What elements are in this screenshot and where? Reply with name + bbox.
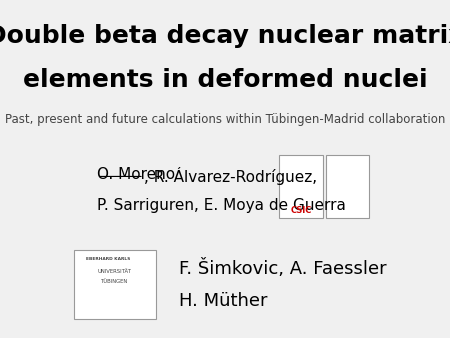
Text: F. Šimkovic, A. Faessler: F. Šimkovic, A. Faessler (179, 259, 386, 277)
Text: P. Sarriguren, E. Moya de Guerra: P. Sarriguren, E. Moya de Guerra (97, 198, 346, 213)
Text: EBERHARD KARLS: EBERHARD KARLS (86, 257, 130, 261)
Text: O. Moreno: O. Moreno (97, 167, 175, 182)
Text: Past, present and future calculations within Tübingen-Madrid collaboration: Past, present and future calculations wi… (5, 113, 445, 126)
Text: CSIC: CSIC (290, 206, 311, 215)
Text: Double beta decay nuclear matrix: Double beta decay nuclear matrix (0, 24, 450, 48)
Text: H. Müther: H. Müther (179, 292, 267, 310)
Text: TÜBINGEN: TÜBINGEN (101, 279, 128, 284)
FancyBboxPatch shape (326, 155, 369, 218)
FancyBboxPatch shape (74, 250, 156, 319)
Text: UNIVERSITÄT: UNIVERSITÄT (98, 269, 131, 274)
FancyBboxPatch shape (279, 155, 323, 218)
Text: elements in deformed nuclei: elements in deformed nuclei (22, 68, 427, 92)
Text: , R. Álvarez-Rodríguez,: , R. Álvarez-Rodríguez, (144, 167, 317, 185)
